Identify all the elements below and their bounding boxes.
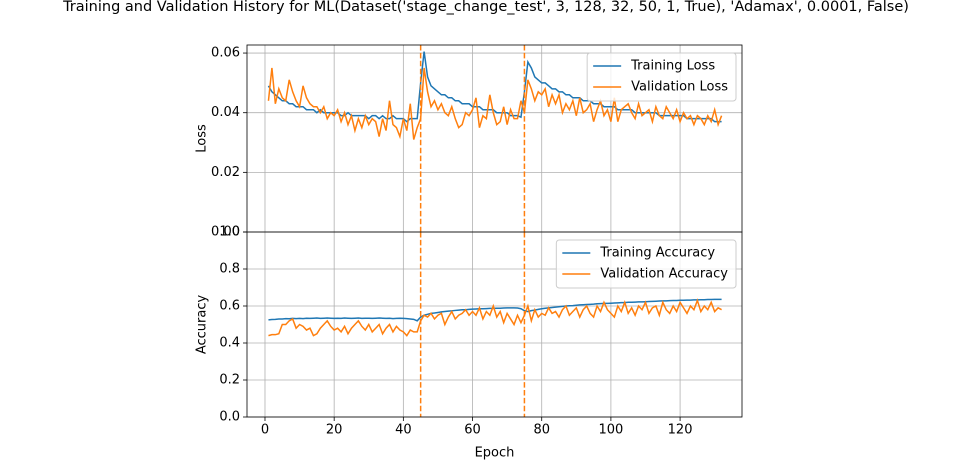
x-tick-label: 80 <box>533 423 550 438</box>
y-tick-label: 0.04 <box>211 105 240 120</box>
x-tick-label: 40 <box>395 423 412 438</box>
legend-label: Validation Loss <box>631 80 728 95</box>
x-tick-label: 60 <box>464 423 481 438</box>
legend: Training Loss Validation Loss <box>586 52 737 102</box>
x-tick-label: 20 <box>326 423 343 438</box>
legend-box <box>586 52 737 102</box>
x-tick-label: 100 <box>598 423 623 438</box>
x-tick-label: 0 <box>261 423 269 438</box>
y-tick-label: 1.0 <box>219 225 240 240</box>
legend-label: Training Accuracy <box>599 246 715 261</box>
legend-label: Validation Accuracy <box>600 267 728 282</box>
y-tick-label: 0.6 <box>219 299 240 314</box>
x-axis-label: Epoch <box>475 446 515 460</box>
series-line <box>268 298 722 337</box>
legend: Training Accuracy Validation Accuracy <box>555 239 737 289</box>
plot-frame <box>246 231 743 418</box>
legend-box <box>555 239 737 289</box>
y-tick-label: 0.00 <box>211 225 240 240</box>
series-line <box>267 67 723 140</box>
y-tick-label: 0.02 <box>211 165 240 180</box>
y-tick-label: 0.06 <box>211 46 240 61</box>
y-tick-label: 0.4 <box>219 336 240 351</box>
y-axis-label: Accuracy <box>195 295 210 355</box>
y-tick-label: 0.0 <box>219 410 240 425</box>
y-tick-label: 0.2 <box>219 373 240 388</box>
x-tick-label: 120 <box>668 423 693 438</box>
legend-label: Training Loss <box>630 59 715 74</box>
chart-title: Training and Validation History for ML(D… <box>62 0 909 15</box>
y-axis-label: Loss <box>195 124 210 153</box>
y-tick-label: 0.8 <box>219 262 240 277</box>
